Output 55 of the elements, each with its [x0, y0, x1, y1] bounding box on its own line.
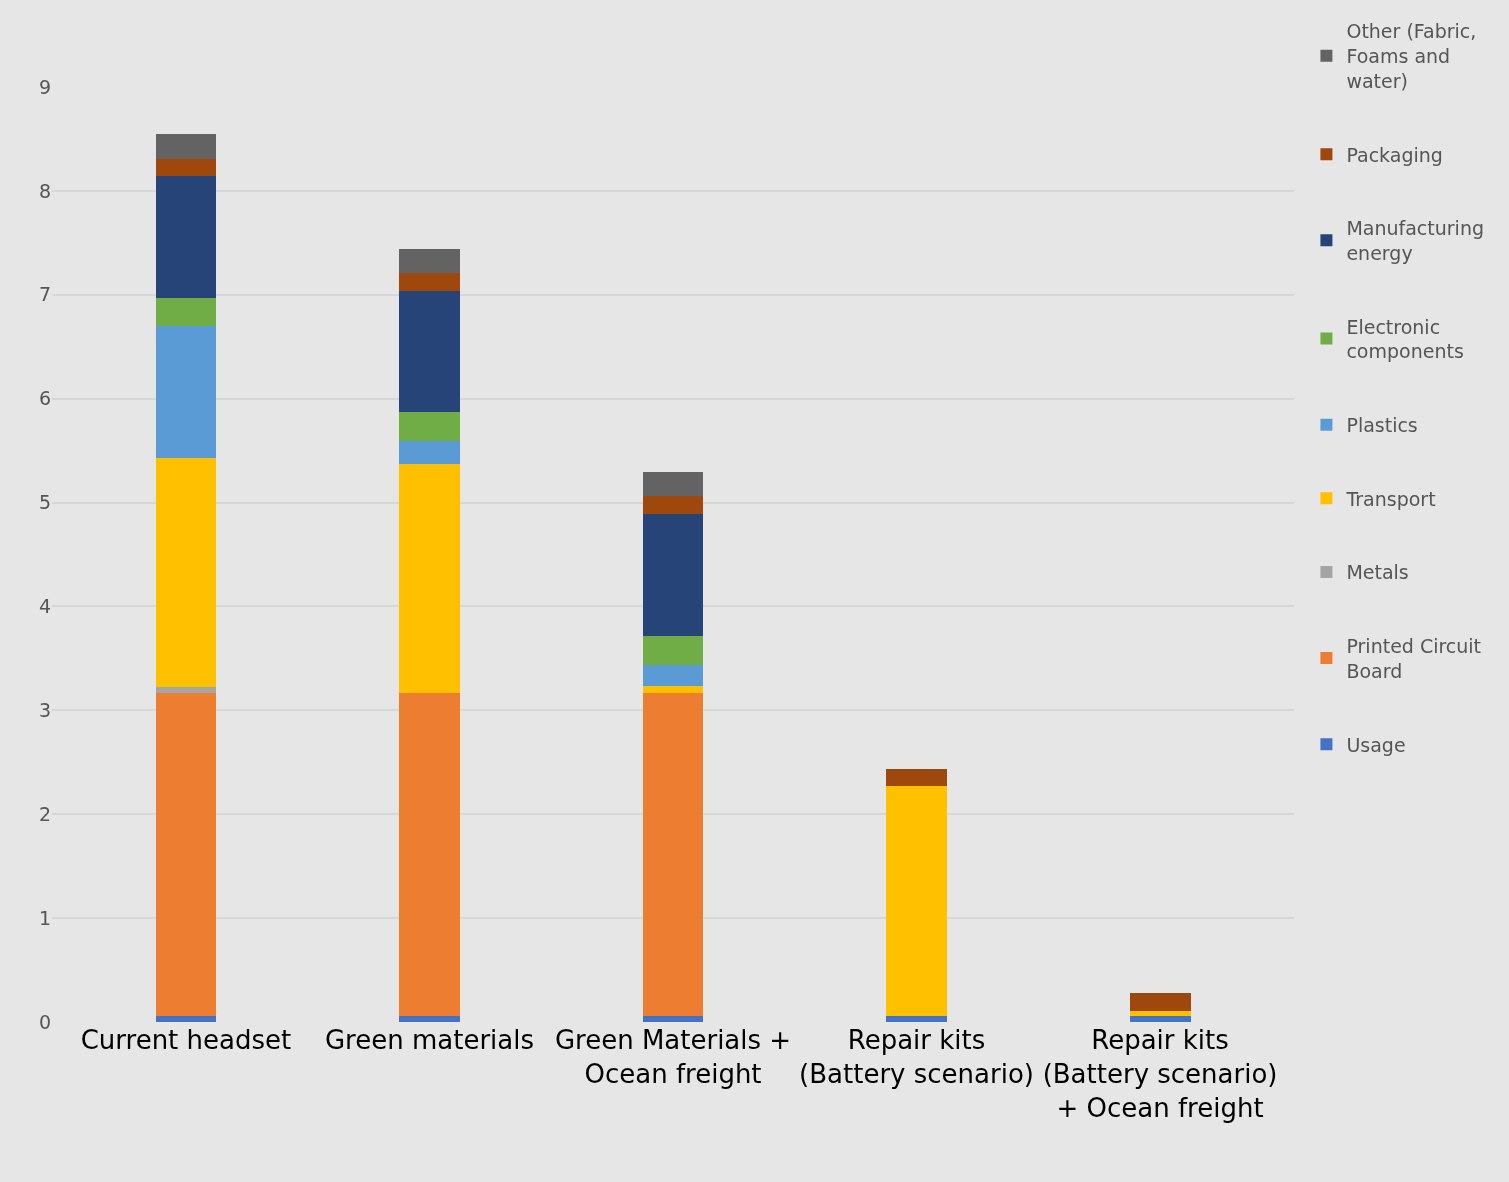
x-tick-label: Green Materials + Ocean freight: [554, 1025, 792, 1089]
bar: [399, 1015, 460, 1022]
legend-label: Metals: [1346, 561, 1409, 584]
legend-label: Printed Circuit Board: [1346, 635, 1482, 682]
legend-label: Transport: [1345, 487, 1436, 510]
y-tick-label: 8: [38, 179, 51, 202]
bar: [399, 272, 460, 291]
bar: [155, 1015, 217, 1022]
bar: [642, 472, 704, 497]
bar: [886, 1015, 947, 1022]
y-tick-label: 2: [38, 802, 51, 825]
legend-label: Plastics: [1346, 414, 1418, 437]
x-tick-label: Current headset: [80, 1025, 292, 1055]
legend-label: Other (Fabric, Foams and water): [1346, 20, 1477, 92]
bar: [642, 664, 704, 687]
bar: [399, 249, 460, 273]
bar: [642, 1015, 704, 1022]
bar: [1129, 992, 1191, 1011]
bar: [642, 692, 704, 1016]
bar: [155, 687, 217, 693]
y-tick-label: 6: [38, 387, 51, 410]
y-tick-label: 0: [38, 1010, 51, 1033]
bar: [399, 412, 460, 442]
bar: [642, 496, 704, 514]
y-tick-label: 9: [38, 75, 51, 98]
bar: [155, 176, 217, 298]
bar: [399, 290, 460, 413]
bar: [642, 513, 704, 636]
legend-label: Packaging: [1346, 143, 1443, 166]
y-tick-label: 3: [38, 698, 51, 721]
bar: [399, 441, 460, 465]
legend-label: Usage: [1346, 733, 1406, 756]
bar: [155, 297, 217, 326]
bar: [155, 457, 217, 688]
y-tick-label: 5: [38, 491, 51, 514]
bar: [642, 686, 704, 693]
bar: [399, 692, 460, 1016]
bar: [155, 325, 217, 458]
y-tick-label: 7: [38, 283, 51, 306]
x-tick-label: Repair kits (Battery scenario) + Ocean freight: [1042, 1025, 1278, 1123]
legend-label: Manufacturing energy: [1346, 217, 1485, 264]
y-tick-label: 1: [38, 906, 51, 929]
bar: [399, 464, 460, 693]
x-tick-label: Repair kits (Battery scenario): [799, 1025, 1034, 1089]
bar: [642, 635, 704, 665]
bar: [886, 768, 947, 787]
bar: [155, 692, 217, 1016]
x-tick-label: Green materials: [324, 1025, 535, 1055]
bar: [886, 786, 947, 1016]
y-tick-label: 4: [38, 595, 51, 618]
bar: [1129, 1015, 1191, 1022]
bar: [1129, 1010, 1191, 1016]
legend-label: Electronic components: [1346, 315, 1464, 363]
bar: [155, 158, 217, 177]
bar: [155, 133, 217, 159]
